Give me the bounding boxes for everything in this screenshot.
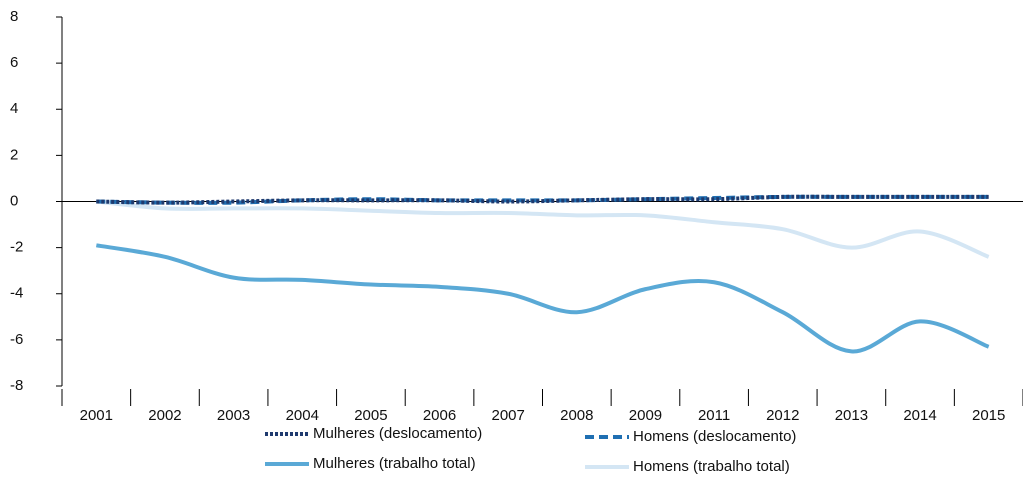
y-tick-label: -8 — [10, 377, 23, 394]
x-tick-label: 2013 — [835, 407, 868, 424]
y-tick-label: 4 — [10, 100, 18, 117]
series-line — [96, 199, 990, 259]
series-line — [96, 194, 989, 205]
y-tick-label: 0 — [10, 192, 18, 209]
y-tick-label: 6 — [10, 54, 18, 71]
x-tick-label: 2001 — [80, 407, 113, 424]
x-tick-label: 2003 — [217, 407, 250, 424]
y-tick-label: -2 — [10, 239, 23, 256]
x-tick-label: 2014 — [903, 407, 936, 424]
x-tick-label: 2009 — [629, 407, 662, 424]
y-tick-label: 2 — [10, 146, 18, 163]
y-tick-label: -6 — [10, 331, 23, 348]
y-tick-label: -4 — [10, 285, 23, 302]
legend-label: Mulheres (deslocamento) — [313, 425, 482, 442]
legend-label: Homens (trabalho total) — [633, 458, 790, 475]
x-tick-label: 2015 — [972, 407, 1005, 424]
x-tick-label: 2005 — [354, 407, 387, 424]
x-tick-label: 2006 — [423, 407, 456, 424]
series-line — [95, 243, 990, 354]
legend-label: Mulheres (trabalho total) — [313, 455, 476, 472]
x-tick-label: 2007 — [491, 407, 524, 424]
x-tick-label: 2008 — [560, 407, 593, 424]
y-tick-label: 8 — [10, 8, 18, 25]
x-tick-label: 2002 — [148, 407, 181, 424]
series-line — [96, 194, 989, 205]
x-tick-label: 2012 — [766, 407, 799, 424]
legend-label: Homens (deslocamento) — [633, 428, 796, 445]
x-tick-label: 2004 — [286, 407, 319, 424]
x-tick-label: 2011 — [698, 407, 730, 424]
